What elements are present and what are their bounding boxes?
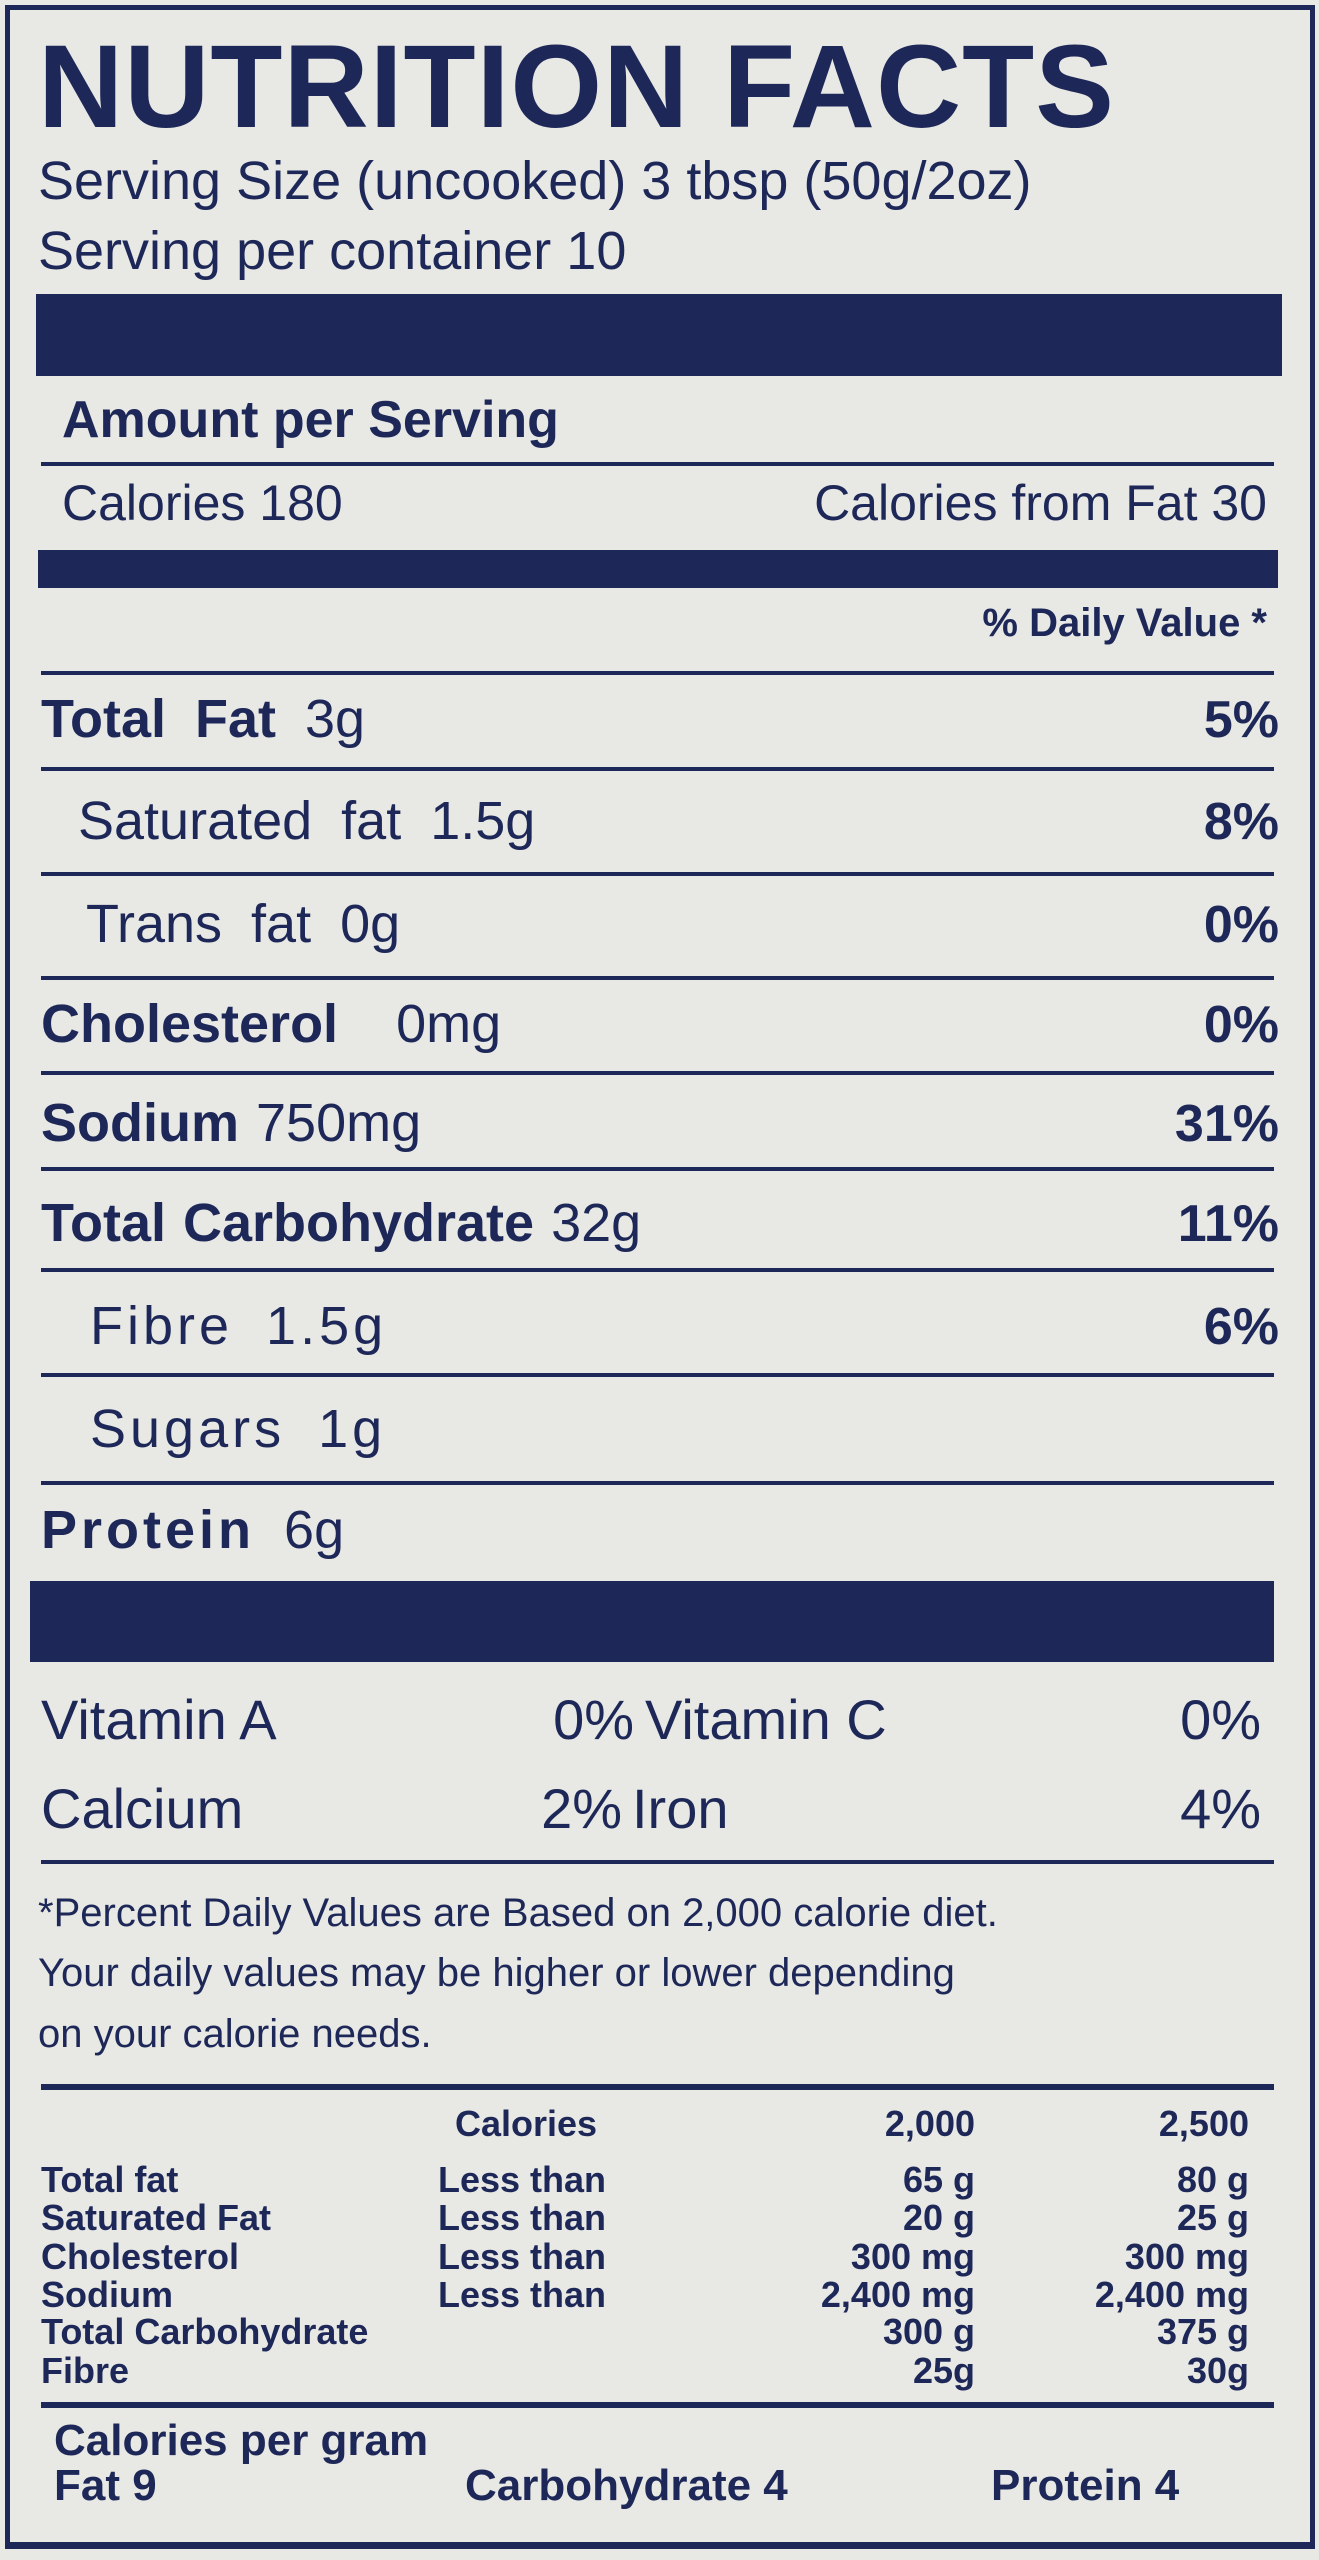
nutrient-row: Sodium 750mg	[41, 1093, 422, 1153]
divider-line	[41, 1481, 1274, 1485]
calories-per-gram-protein: Protein 4	[991, 2461, 1180, 2510]
nutrient-dv: 11%	[1177, 1195, 1279, 1253]
nutrient-dv: 31%	[1174, 1095, 1279, 1153]
reference-row-2000: 300 g	[882, 2311, 975, 2352]
nutrient-row: Saturated fat 1.5g	[78, 791, 536, 851]
reference-row-2500: 30g	[1186, 2350, 1249, 2391]
vitamin-name: Vitamin C	[645, 1688, 887, 1751]
nutrient-row: Protein 6g	[41, 1500, 345, 1560]
divider-line	[41, 671, 1274, 675]
vitamin-name: Calcium	[41, 1777, 244, 1840]
nutrient-dv: 5%	[1203, 691, 1279, 749]
nutrient-dv: 6%	[1203, 1298, 1279, 1356]
calories-per-gram-carbohydrate: Carbohydrate 4	[465, 2461, 788, 2510]
vitamin-name: Iron	[632, 1777, 729, 1840]
divider-line	[41, 2402, 1274, 2408]
reference-row-name: Saturated Fat	[41, 2197, 272, 2238]
reference-header-2500: 2,500	[1158, 2103, 1249, 2144]
nutrient-row: Cholesterol 0mg	[41, 994, 502, 1054]
reference-row-2500: 300 mg	[1124, 2236, 1249, 2277]
nutrient-dv: 0%	[1203, 896, 1279, 954]
divider-line	[41, 872, 1274, 876]
reference-row-2000: 65 g	[902, 2159, 975, 2200]
reference-header-label: Calories	[455, 2103, 598, 2144]
calories-per-gram-heading: Calories per gram	[54, 2416, 429, 2465]
reference-row-qualifier: Less than	[438, 2236, 607, 2277]
divider-bar	[30, 1581, 1274, 1662]
calories-from-fat: Calories from Fat 30	[814, 475, 1267, 531]
nutrient-row: Total Carbohydrate 32g	[41, 1193, 642, 1253]
vitamin-dv: 2%	[541, 1777, 622, 1840]
divider-bar	[36, 294, 1282, 376]
reference-row-2500: 80 g	[1176, 2159, 1249, 2200]
reference-row-name: Total Carbohydrate	[41, 2311, 369, 2352]
reference-row-2500: 25 g	[1176, 2197, 1249, 2238]
reference-row-2000: 25g	[912, 2350, 975, 2391]
vitamin-dv: 4%	[1180, 1777, 1261, 1840]
nutrient-dv: 8%	[1203, 793, 1279, 851]
nutrient-row: Fibre 1.5g	[90, 1296, 388, 1356]
vitamin-dv: 0%	[1180, 1688, 1261, 1751]
reference-row-qualifier: Less than	[438, 2197, 607, 2238]
reference-row-qualifier: Less than	[438, 2274, 607, 2315]
reference-row-2500: 375 g	[1156, 2311, 1249, 2352]
nutrient-row: Sugars 1g	[90, 1399, 387, 1459]
divider-line	[41, 976, 1274, 980]
reference-row-2000: 2,400 mg	[820, 2274, 975, 2315]
divider-line	[41, 1860, 1274, 1864]
daily-value-header: % Daily Value *	[982, 601, 1267, 645]
divider-line	[41, 1071, 1274, 1075]
calories: Calories 180	[62, 475, 343, 531]
divider-line	[41, 767, 1274, 771]
reference-row-name: Total fat	[41, 2159, 179, 2200]
divider-line	[41, 2084, 1274, 2090]
nutrient-row: Total Fat 3g	[41, 689, 366, 749]
divider-line	[41, 1167, 1274, 1171]
reference-row-name: Fibre	[41, 2350, 130, 2391]
serving-size: Serving Size (uncooked) 3 tbsp (50g/2oz)	[38, 151, 1032, 211]
reference-row-name: Sodium	[41, 2274, 173, 2315]
label-title: NUTRITION FACTS	[38, 21, 1115, 153]
divider-line	[41, 1373, 1274, 1377]
divider-bar	[38, 550, 1278, 588]
vitamin-name: Vitamin A	[41, 1688, 277, 1751]
reference-row-2000: 20 g	[902, 2197, 975, 2238]
nutrient-row: Trans fat 0g	[86, 894, 401, 954]
reference-row-2000: 300 mg	[850, 2236, 975, 2277]
reference-row-name: Cholesterol	[41, 2236, 240, 2277]
footnote-line: *Percent Daily Values are Based on 2,000…	[38, 1891, 998, 1935]
servings-per-container: Serving per container 10	[38, 221, 627, 281]
reference-header-2000: 2,000	[884, 2103, 975, 2144]
reference-row-qualifier: Less than	[438, 2159, 607, 2200]
amount-per-serving: Amount per Serving	[62, 391, 559, 449]
calories-per-gram-fat: Fat 9	[54, 2461, 157, 2510]
nutrient-dv: 0%	[1203, 996, 1279, 1054]
label-border	[5, 5, 1315, 2549]
reference-row-2500: 2,400 mg	[1094, 2274, 1249, 2315]
footnote-line: on your calorie needs.	[38, 2012, 432, 2056]
footnote-line: Your daily values may be higher or lower…	[38, 1951, 955, 1995]
divider-line	[41, 462, 1274, 466]
vitamin-dv: 0%	[553, 1688, 634, 1751]
divider-line	[41, 1268, 1274, 1272]
